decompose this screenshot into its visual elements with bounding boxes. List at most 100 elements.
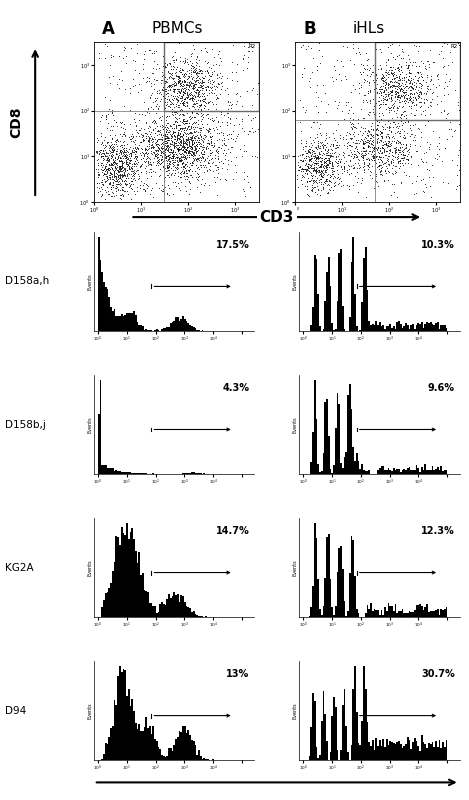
Point bbox=[101, 161, 108, 174]
Point bbox=[167, 134, 174, 147]
Point bbox=[343, 140, 351, 153]
Point bbox=[139, 151, 146, 164]
Bar bbox=[431, 466, 433, 474]
Point bbox=[399, 114, 406, 126]
Bar bbox=[337, 572, 339, 617]
Point bbox=[170, 54, 178, 66]
Point bbox=[304, 161, 311, 174]
Point bbox=[301, 166, 309, 179]
Point bbox=[356, 82, 363, 94]
Point bbox=[156, 154, 163, 167]
Point bbox=[116, 162, 123, 175]
Point bbox=[324, 149, 332, 162]
Point bbox=[382, 148, 390, 161]
Point bbox=[396, 85, 403, 98]
Point bbox=[356, 147, 363, 160]
Point bbox=[213, 71, 220, 84]
Point bbox=[196, 59, 203, 72]
Point bbox=[152, 135, 159, 148]
Point bbox=[106, 94, 114, 106]
Point bbox=[360, 142, 368, 154]
Point bbox=[141, 184, 148, 197]
Point bbox=[355, 161, 363, 174]
Point bbox=[379, 158, 387, 170]
Point bbox=[216, 173, 223, 186]
Point bbox=[109, 70, 116, 82]
Point bbox=[404, 154, 412, 166]
Point bbox=[100, 167, 107, 180]
Point bbox=[369, 135, 377, 148]
Point bbox=[93, 177, 101, 190]
Point bbox=[209, 141, 217, 154]
Point bbox=[196, 76, 203, 89]
Point bbox=[149, 138, 156, 151]
Point bbox=[177, 78, 185, 91]
Point bbox=[402, 94, 409, 107]
Point bbox=[164, 122, 171, 134]
Point bbox=[392, 166, 400, 179]
Point bbox=[181, 100, 189, 113]
Bar bbox=[121, 527, 122, 617]
Point bbox=[174, 128, 182, 141]
Bar bbox=[319, 609, 321, 617]
Bar bbox=[431, 611, 433, 617]
Point bbox=[401, 116, 408, 129]
Point bbox=[328, 155, 336, 168]
Point bbox=[159, 70, 166, 82]
Point bbox=[180, 161, 188, 174]
Point bbox=[178, 91, 185, 104]
Point bbox=[392, 160, 400, 173]
Point bbox=[101, 150, 109, 162]
Point bbox=[298, 70, 306, 83]
Bar bbox=[128, 472, 129, 474]
Point bbox=[174, 84, 182, 97]
Point bbox=[128, 182, 136, 195]
Point bbox=[395, 82, 402, 94]
Point bbox=[399, 71, 406, 84]
Point bbox=[319, 170, 326, 183]
Point bbox=[204, 57, 211, 70]
Point bbox=[189, 134, 197, 146]
Point bbox=[217, 154, 225, 167]
Point bbox=[118, 147, 125, 160]
Point bbox=[415, 66, 422, 79]
Point bbox=[339, 40, 347, 53]
Point bbox=[127, 162, 134, 174]
Point bbox=[167, 67, 175, 80]
Point bbox=[185, 88, 193, 101]
Point bbox=[186, 81, 193, 94]
Point bbox=[157, 149, 165, 162]
Point bbox=[99, 154, 107, 166]
Point bbox=[406, 66, 413, 79]
Point bbox=[377, 167, 385, 180]
Point bbox=[149, 146, 157, 158]
Point bbox=[194, 108, 201, 121]
Point bbox=[103, 170, 111, 183]
Point bbox=[180, 126, 188, 138]
Point bbox=[415, 90, 423, 103]
Point bbox=[106, 165, 114, 178]
Point bbox=[149, 114, 156, 127]
Point bbox=[376, 82, 384, 95]
Point bbox=[401, 104, 409, 117]
Point bbox=[349, 128, 357, 141]
Point bbox=[111, 113, 118, 126]
Point bbox=[178, 93, 185, 106]
Point bbox=[253, 150, 261, 163]
Point bbox=[417, 70, 424, 82]
Point bbox=[325, 156, 333, 169]
Point bbox=[116, 160, 124, 173]
Bar bbox=[368, 321, 370, 331]
Point bbox=[391, 84, 399, 97]
Point bbox=[198, 117, 205, 130]
Point bbox=[215, 126, 223, 139]
Point bbox=[432, 80, 440, 93]
Point bbox=[303, 163, 310, 176]
Point bbox=[100, 147, 107, 160]
Point bbox=[116, 135, 124, 148]
Point bbox=[409, 90, 416, 103]
Point bbox=[324, 98, 332, 110]
Point bbox=[177, 95, 185, 108]
Bar bbox=[310, 727, 312, 760]
Point bbox=[160, 109, 167, 122]
